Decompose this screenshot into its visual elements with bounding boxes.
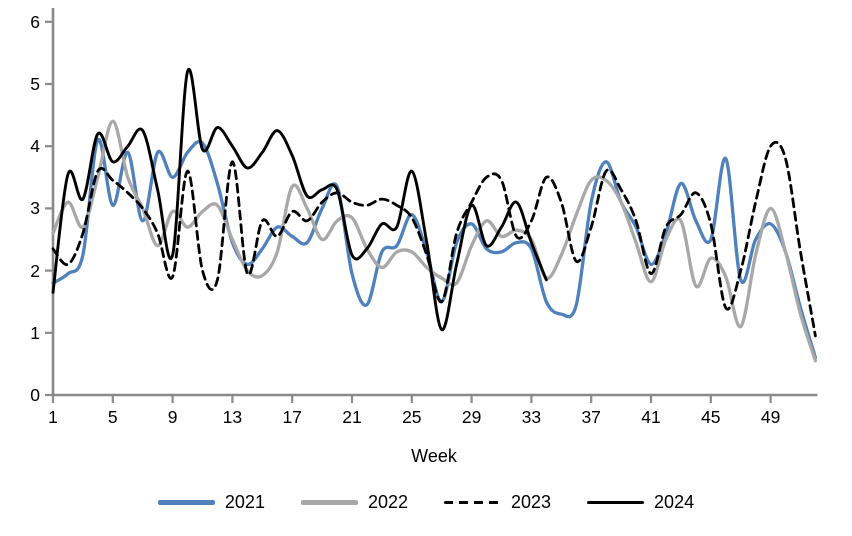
legend-label-2024: 2024 xyxy=(654,492,695,512)
x-tick-label: 21 xyxy=(342,407,362,427)
y-tick-label: 4 xyxy=(30,136,40,157)
y-tick-label: 3 xyxy=(30,198,40,219)
legend-item-2021: 2021 xyxy=(157,492,265,513)
line-swatch-2024-icon xyxy=(587,500,645,505)
legend-label-2021: 2021 xyxy=(224,492,265,512)
line-swatch-2021-icon xyxy=(157,500,215,505)
x-tick-label: 37 xyxy=(581,407,601,427)
y-tick-label: 6 xyxy=(30,11,40,32)
x-tick-label: 29 xyxy=(461,407,482,427)
x-tick-label: 13 xyxy=(222,407,243,427)
legend: 2021 2022 2023 2024 xyxy=(0,492,852,513)
x-tick-label: 45 xyxy=(701,407,721,427)
x-tick-label: 17 xyxy=(282,407,302,427)
line-swatch-2023-icon xyxy=(444,500,501,505)
y-tick-label: 0 xyxy=(30,385,40,405)
y-tick-label: 2 xyxy=(30,260,40,281)
legend-label-2023: 2023 xyxy=(511,492,552,512)
legend-item-2022: 2022 xyxy=(300,492,408,513)
x-tick-label: 1 xyxy=(48,407,58,427)
y-tick-label: 1 xyxy=(30,322,40,343)
x-tick-label: 9 xyxy=(167,407,178,427)
x-axis-title: Week xyxy=(411,446,457,466)
x-tick-label: 41 xyxy=(641,407,661,427)
y-tick-label: 5 xyxy=(30,74,40,94)
series-line-2021 xyxy=(51,138,818,360)
legend-label-2022: 2022 xyxy=(367,492,408,512)
x-tick-label: 5 xyxy=(107,407,118,427)
series-line-2024 xyxy=(51,67,548,332)
line-swatch-2022-icon xyxy=(300,500,358,505)
x-tick-label: 33 xyxy=(521,407,542,427)
x-tick-label: 49 xyxy=(760,407,781,427)
legend-item-2024: 2024 xyxy=(587,492,694,513)
plot-area xyxy=(45,8,818,403)
x-tick-label: 25 xyxy=(402,407,422,427)
series-line-2023 xyxy=(51,140,817,338)
legend-item-2023: 2023 xyxy=(444,492,551,513)
series-line-2022 xyxy=(51,119,818,363)
